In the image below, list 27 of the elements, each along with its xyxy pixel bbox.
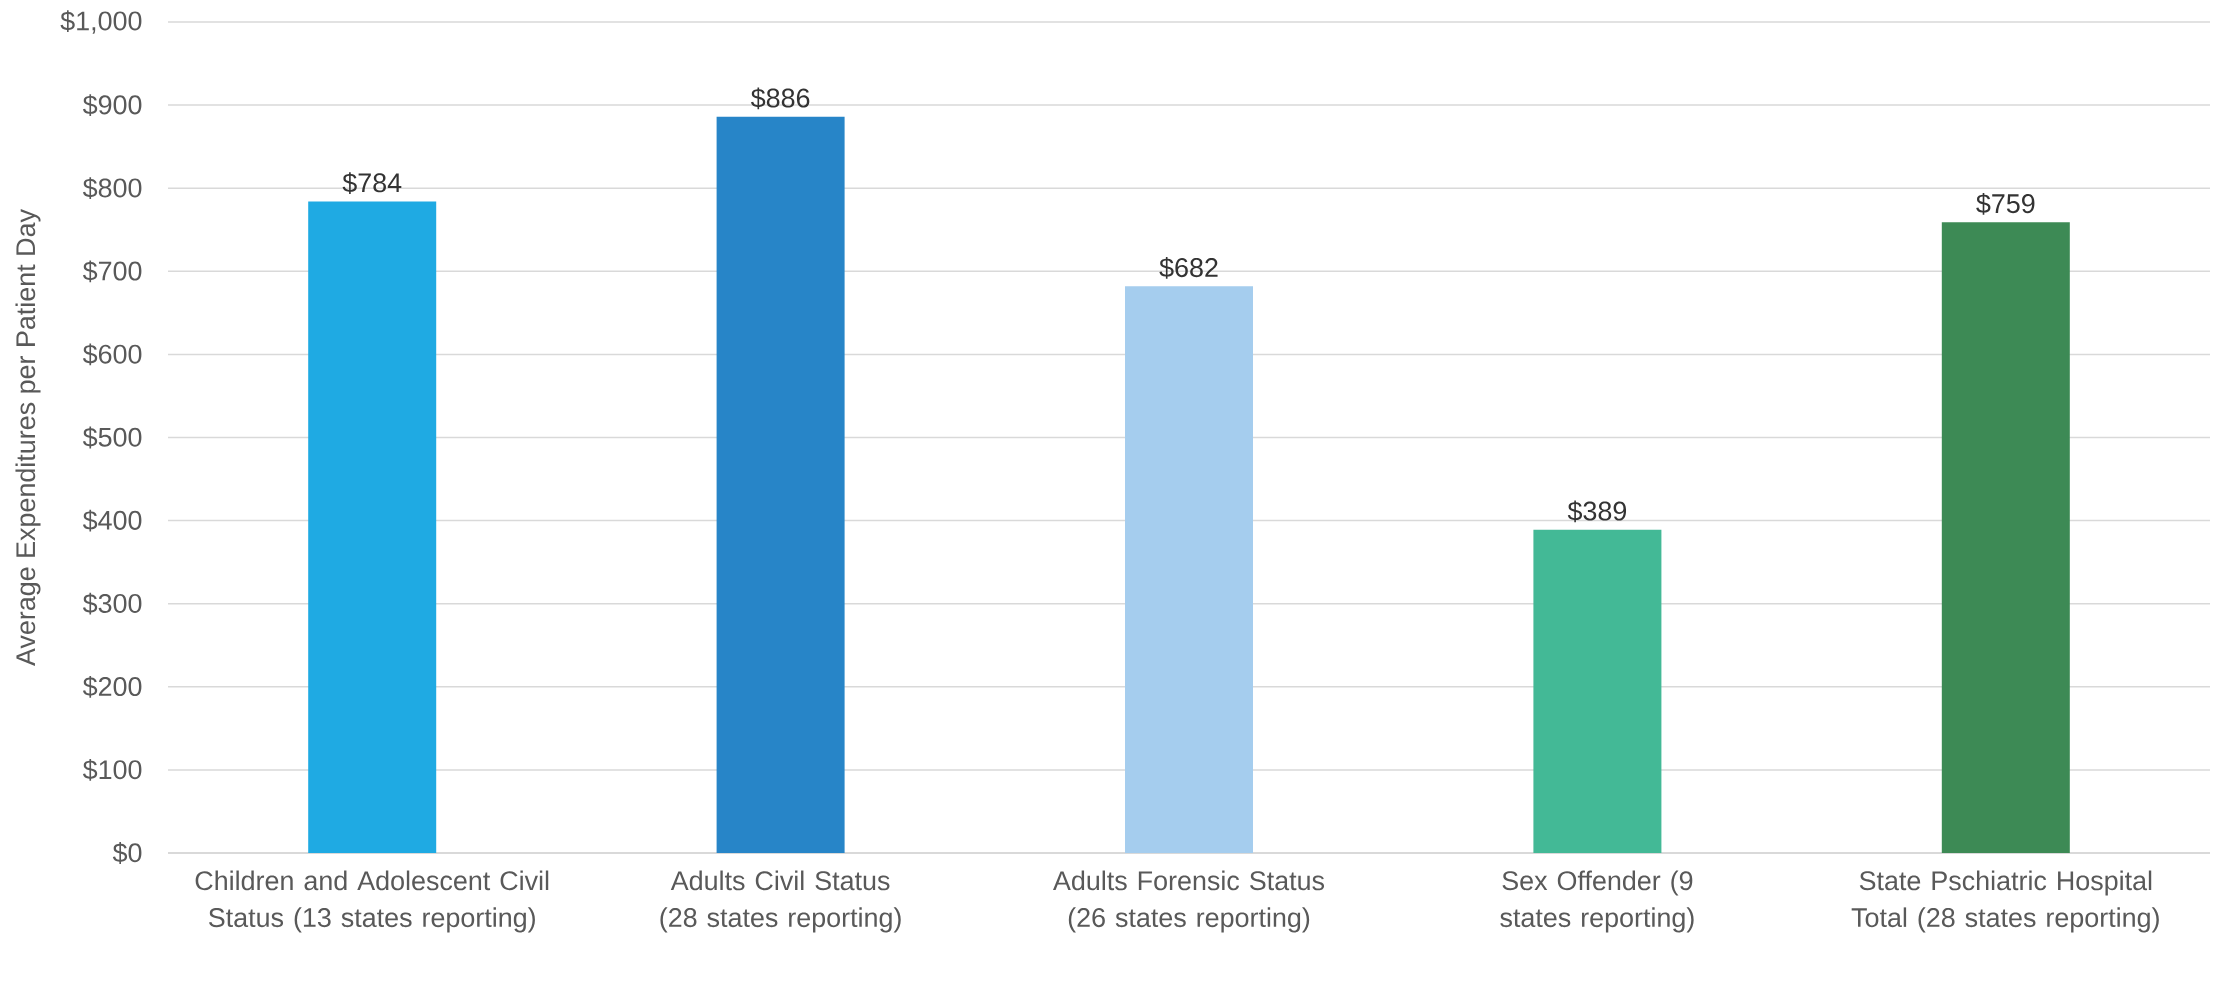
data-label: $784: [342, 172, 402, 194]
x-tick-label: Sex Offender (9 states reporting): [1500, 870, 1694, 933]
y-tick-label: $1,000: [60, 10, 142, 34]
bar: [1533, 529, 1662, 853]
y-tick-label: $900: [82, 94, 142, 116]
y-tick-label: $600: [82, 343, 142, 366]
data-label: $389: [1567, 500, 1627, 523]
y-tick-label: $800: [82, 177, 142, 200]
x-tick-label: State Pschiatric Hospital Total (28 states reporting): [1851, 870, 2159, 933]
y-tick-label: $300: [82, 592, 142, 615]
data-label: $759: [1976, 192, 2035, 215]
y-tick-label: $100: [82, 759, 142, 781]
data-label: $886: [750, 87, 810, 110]
x-tick-label: Children and Adolescent Civil Status (13 states reporting): [195, 870, 549, 933]
y-tick-label: $200: [82, 675, 142, 698]
y-tick-label: $700: [82, 260, 142, 283]
y-axis-title: Average Expenditures per Patient Day: [15, 209, 41, 666]
bar: [1941, 222, 2070, 853]
y-tick-label: $0: [112, 842, 142, 864]
bar: [716, 116, 845, 853]
x-tick-label: Adults Civil Status (28 states reporting): [660, 870, 901, 933]
data-label: $682: [1159, 256, 1218, 279]
bar: [1125, 286, 1253, 853]
y-tick-label: $500: [82, 426, 142, 449]
bar: [308, 201, 437, 853]
x-tick-label: Adults Forensic Status (26 states reporting): [1053, 870, 1325, 933]
y-tick-label: $400: [82, 509, 142, 532]
